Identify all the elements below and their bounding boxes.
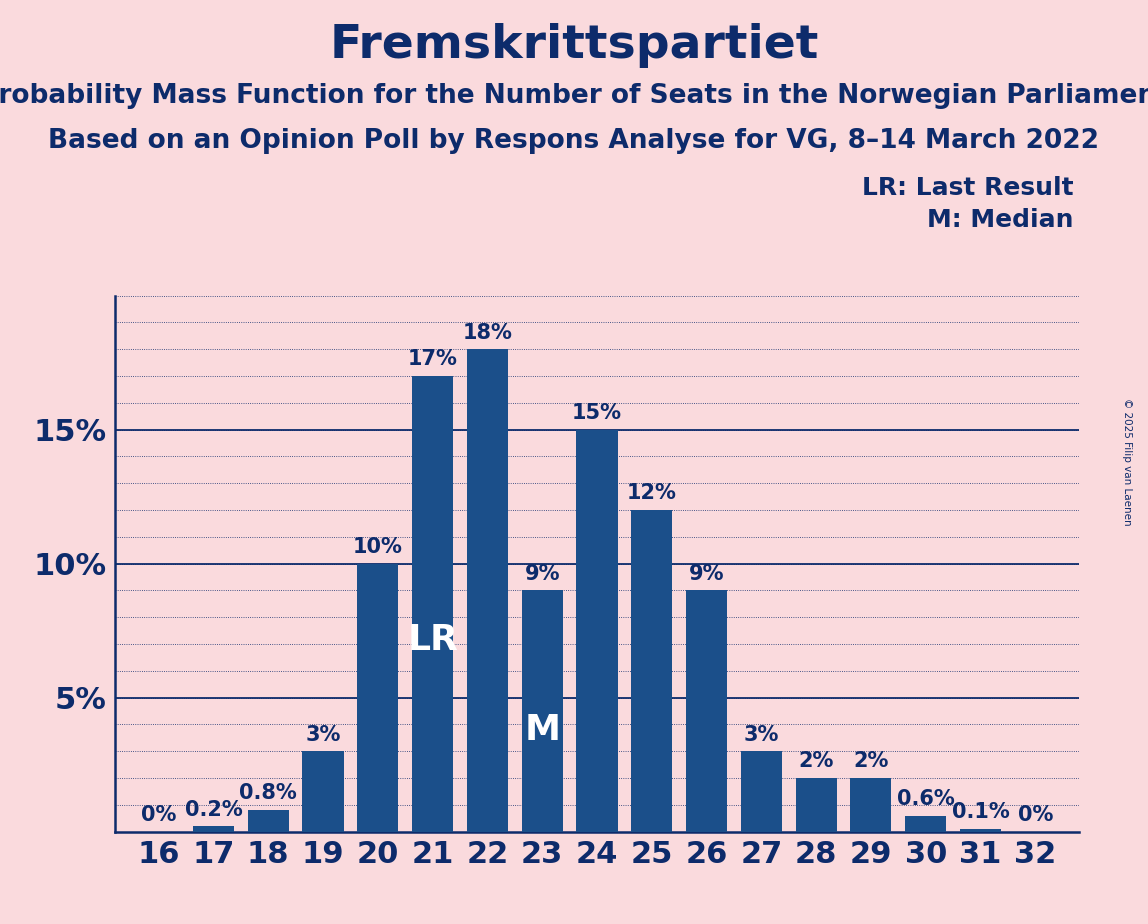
Text: © 2025 Filip van Laenen: © 2025 Filip van Laenen (1123, 398, 1132, 526)
Text: 0.6%: 0.6% (897, 789, 955, 808)
Bar (740, 751, 782, 832)
Bar (851, 778, 892, 832)
Bar (357, 564, 398, 832)
Text: 12%: 12% (627, 483, 676, 504)
Text: 0.1%: 0.1% (952, 802, 1009, 822)
Text: 9%: 9% (525, 564, 560, 584)
Text: LR: LR (408, 624, 458, 657)
Text: 0.8%: 0.8% (239, 784, 297, 804)
Text: 15%: 15% (572, 403, 622, 423)
Text: Fremskrittspartiet: Fremskrittspartiet (329, 23, 819, 68)
Bar (960, 829, 1001, 832)
Bar (796, 778, 837, 832)
Text: Based on an Opinion Poll by Respons Analyse for VG, 8–14 March 2022: Based on an Opinion Poll by Respons Anal… (48, 128, 1100, 153)
Text: 0%: 0% (1017, 805, 1053, 825)
Text: 3%: 3% (305, 724, 341, 745)
Text: 3%: 3% (744, 724, 779, 745)
Text: 0.2%: 0.2% (185, 799, 242, 820)
Bar (467, 349, 507, 832)
Bar (687, 590, 727, 832)
Text: M: Median: M: Median (926, 208, 1073, 232)
Bar (248, 810, 289, 832)
Bar (905, 816, 946, 832)
Text: 2%: 2% (799, 751, 833, 772)
Text: Probability Mass Function for the Number of Seats in the Norwegian Parliament: Probability Mass Function for the Number… (0, 83, 1148, 109)
Bar (302, 751, 343, 832)
Bar (631, 510, 673, 832)
Text: 0%: 0% (141, 805, 177, 825)
Text: M: M (525, 713, 560, 748)
Text: 17%: 17% (408, 349, 458, 370)
Text: LR: Last Result: LR: Last Result (862, 176, 1073, 200)
Bar (193, 826, 234, 832)
Bar (521, 590, 563, 832)
Bar (576, 430, 618, 832)
Text: 10%: 10% (352, 537, 403, 557)
Text: 9%: 9% (689, 564, 724, 584)
Text: 18%: 18% (463, 322, 512, 343)
Text: 2%: 2% (853, 751, 889, 772)
Bar (412, 376, 453, 832)
